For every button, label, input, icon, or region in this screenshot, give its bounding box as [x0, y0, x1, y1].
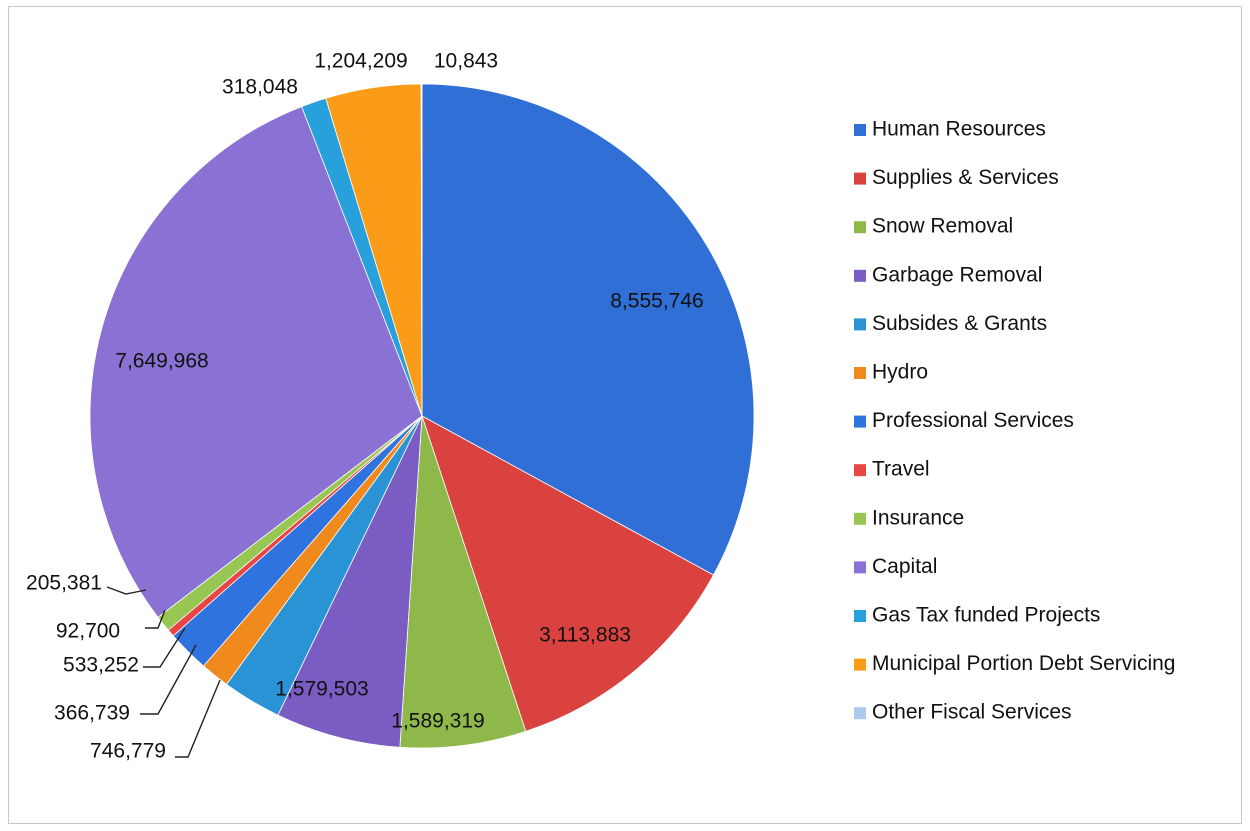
legend-swatch-garbage-removal — [854, 269, 866, 282]
leader-line-professional-services — [143, 627, 186, 668]
legend-swatch-snow-removal — [854, 221, 866, 234]
legend-swatch-supplies-and-services — [854, 172, 866, 185]
legend-item-other-fiscal-services: Other Fiscal Services — [854, 701, 1072, 724]
legend-label-insurance: Insurance — [872, 506, 964, 529]
data-label-garbage-removal: 1,579,503 — [275, 678, 368, 701]
pie-slice-garbage-removal — [277, 415, 423, 748]
leader-lines — [106, 586, 221, 758]
legend-item-supplies-and-services: Supplies & Services — [854, 166, 1059, 189]
data-label-human-resources: 8,555,746 — [610, 290, 703, 313]
legend-label-municipal-portion-debt-servicing: Municipal Portion Debt Servicing — [872, 652, 1175, 675]
data-label-hydro: 366,739 — [54, 702, 130, 725]
leader-line-hydro — [140, 644, 197, 715]
legend-label-other-fiscal-services: Other Fiscal Services — [872, 701, 1072, 724]
legend-label-hydro: Hydro — [872, 361, 928, 384]
legend-swatch-hydro — [854, 367, 866, 379]
data-label-insurance: 205,381 — [26, 572, 102, 595]
legend-item-subsides-and-grants: Subsides & Grants — [854, 312, 1047, 335]
data-label-gas-tax-funded-projects: 318,048 — [222, 76, 298, 99]
legend-label-garbage-removal: Garbage Removal — [872, 263, 1042, 286]
legend-label-professional-services: Professional Services — [872, 409, 1074, 432]
legend-label-travel: Travel — [872, 458, 930, 481]
legend-label-human-resources: Human Resources — [872, 118, 1046, 141]
legend-item-municipal-portion-debt-servicing: Municipal Portion Debt Servicing — [854, 652, 1175, 675]
data-label-professional-services: 533,252 — [63, 654, 139, 677]
legend-label-supplies-and-services: Supplies & Services — [872, 166, 1059, 189]
data-label-subsides-and-grants: 746,779 — [90, 740, 166, 763]
legend-swatch-insurance — [854, 512, 866, 525]
data-label-snow-removal: 1,589,319 — [391, 710, 484, 733]
legend-item-travel: Travel — [854, 458, 930, 481]
legend-swatch-capital — [854, 561, 866, 574]
legend-label-snow-removal: Snow Removal — [872, 215, 1013, 238]
pie-slice-human-resources — [421, 83, 755, 576]
data-label-capital: 7,649,968 — [115, 350, 208, 373]
data-labels: 8,555,746 3,113,883 1,589,319 1,579,503 746,… — [26, 50, 704, 763]
pie-slice-supplies-and-services — [421, 415, 714, 732]
legend-swatch-professional-services — [854, 415, 866, 428]
legend-label-capital: Capital — [872, 555, 937, 578]
legend-item-professional-services: Professional Services — [854, 409, 1074, 432]
pie-slices — [89, 83, 755, 749]
leader-line-subsides-and-grants — [175, 679, 221, 758]
leader-line-insurance — [106, 586, 147, 595]
legend-swatch-other-fiscal-services — [854, 707, 866, 720]
pie-slice-other-fiscal-services — [420, 83, 423, 417]
legend: Human Resources Supplies & Services Snow R… — [854, 118, 1175, 724]
legend-item-snow-removal: Snow Removal — [854, 215, 1013, 238]
legend-label-subsides-and-grants: Subsides & Grants — [872, 312, 1047, 335]
legend-item-insurance: Insurance — [854, 506, 964, 529]
leader-line-travel — [145, 609, 166, 629]
data-label-municipal-portion-debt-servicing: 1,204,209 — [314, 50, 407, 73]
pie-slice-capital — [89, 106, 423, 618]
legend-swatch-gas-tax-funded-projects — [854, 610, 866, 622]
legend-swatch-municipal-portion-debt-servicing — [854, 658, 866, 671]
pie-slice-snow-removal — [399, 415, 527, 749]
data-label-supplies-and-services: 3,113,883 — [539, 624, 631, 647]
legend-label-gas-tax-funded-projects: Gas Tax funded Projects — [872, 604, 1100, 627]
legend-swatch-human-resources — [854, 124, 866, 136]
legend-item-gas-tax-funded-projects: Gas Tax funded Projects — [854, 604, 1100, 627]
legend-swatch-subsides-and-grants — [854, 318, 866, 331]
legend-item-garbage-removal: Garbage Removal — [854, 263, 1042, 286]
legend-item-human-resources: Human Resources — [854, 118, 1046, 141]
data-label-travel: 92,700 — [56, 620, 120, 643]
legend-item-capital: Capital — [854, 555, 937, 578]
data-label-other-fiscal-services: 10,843 — [434, 50, 498, 73]
legend-swatch-travel — [854, 464, 866, 477]
legend-item-hydro: Hydro — [854, 361, 928, 384]
